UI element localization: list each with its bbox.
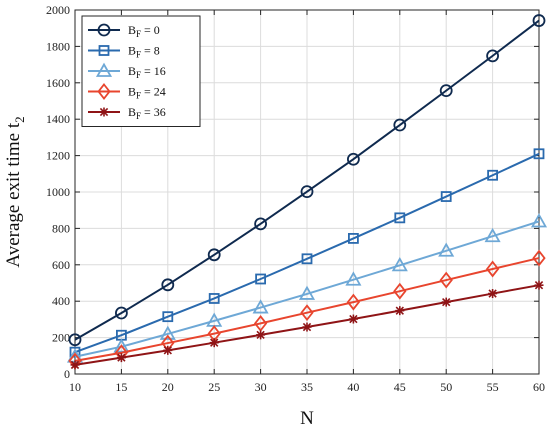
x-axis-label: N [300,408,314,429]
data-point-0-9 [486,49,500,63]
data-point-3-5 [300,304,314,322]
data-point-1-9 [487,169,499,181]
data-point-2-4 [252,299,269,314]
data-point-3-10 [532,249,546,267]
data-point-0-6 [346,152,360,166]
data-point-4-2 [163,345,173,355]
axis-ticks: 10 15 20 25 30 35 40 45 50 55 60020040060080010001… [46,3,545,394]
data-point-3-6 [346,293,361,311]
x-tick-label: 10 [69,380,81,394]
data-point-1-10 [533,148,545,160]
legend-label-0: BF = 0 [128,23,160,39]
data-point-4-4 [256,330,266,340]
legend-marker-1 [98,45,110,56]
y-tick-label: 1000 [46,185,70,199]
data-point-1-2 [162,311,174,323]
legend-marker-2 [95,62,113,77]
data-point-0-4 [254,217,268,231]
x-tick-label: 40 [347,380,359,394]
y-tick-label: 800 [52,221,70,235]
y-tick-label: 1800 [46,39,70,53]
data-point-1-7 [394,212,406,224]
x-tick-label: 35 [301,380,313,394]
x-tick-label: 60 [533,380,545,394]
data-point-0-3 [207,248,221,262]
data-point-2-2 [159,325,176,340]
data-point-4-5 [302,322,312,332]
legend-marker-0 [97,23,111,37]
data-point-4-9 [488,289,498,299]
data-point-4-0 [70,360,80,370]
data-point-4-6 [348,314,358,324]
data-point-0-1 [115,306,128,320]
data-point-2-9 [484,227,501,243]
y-tick-label: 1400 [46,112,70,126]
data-point-1-8 [440,191,452,202]
data-point-3-9 [485,260,500,278]
y-tick-label: 1200 [46,149,70,163]
x-tick-label: 50 [440,380,452,394]
x-tick-label: 15 [115,380,127,394]
data-point-2-5 [298,285,316,300]
data-point-4-7 [395,306,405,316]
data-point-4-10 [534,280,544,290]
series-line-3 [74,257,540,362]
data-point-1-4 [255,273,267,285]
data-point-3-8 [439,271,453,289]
data-point-1-6 [347,233,359,244]
data-point-0-5 [300,185,314,199]
data-point-4-1 [116,353,126,363]
data-point-2-10 [530,213,548,228]
y-tick-label: 200 [52,331,70,345]
data-point-1-3 [208,293,220,304]
x-tick-label: 25 [208,380,220,394]
legend-marker-3 [97,83,111,100]
y-axis-label: Average exit time t2 [3,116,27,267]
y-tick-label: 1600 [46,76,70,90]
data-point-0-0 [68,333,82,347]
legend: BF = 0 BF = 8 BF = 16 BF = 24 BF = 36 [81,15,201,127]
legend-label-3: BF = 24 [128,85,166,101]
series-line-1 [74,152,540,354]
y-tick-label: 2000 [46,3,70,17]
data-point-0-8 [439,84,453,98]
data-point-0-10 [532,14,546,27]
y-tick-label: 0 [64,367,70,381]
data-point-4-3 [209,338,219,348]
data-point-2-6 [345,271,362,286]
legend-marker-4 [99,107,109,117]
series-group [66,14,548,370]
x-tick-label: 45 [394,380,406,394]
y-tick-label: 600 [52,258,70,272]
legend-label-4: BF = 36 [128,105,166,121]
x-tick-label: 20 [162,380,174,394]
data-point-3-7 [393,282,407,300]
legend-label-1: BF = 8 [128,44,160,60]
y-tick-label: 400 [52,294,70,308]
series-line-2 [74,220,540,358]
series-line-0 [74,19,540,341]
data-point-1-5 [301,253,313,265]
x-tick-label: 30 [255,380,267,394]
data-point-2-7 [391,257,408,272]
data-point-0-2 [161,278,175,292]
legend-label-2: BF = 16 [128,64,166,80]
data-point-4-8 [441,297,451,307]
data-point-2-8 [438,242,455,257]
x-tick-label: 55 [487,380,499,394]
data-point-0-7 [393,118,407,132]
